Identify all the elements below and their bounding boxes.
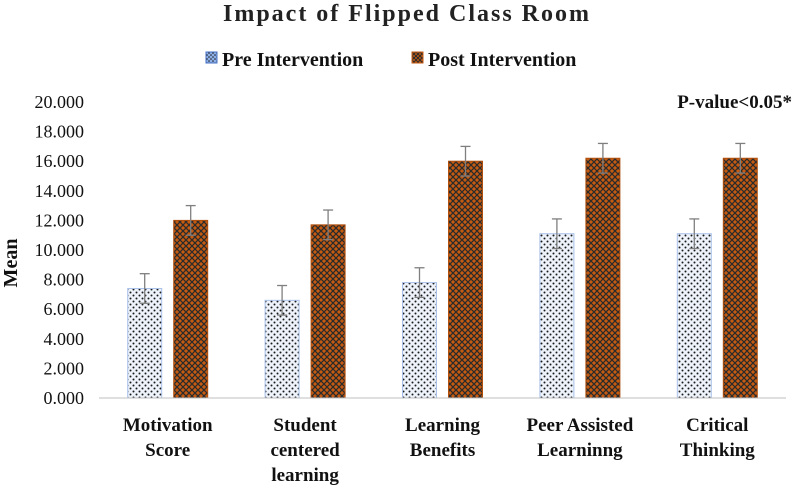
p-value-annotation: P-value<0.05*: [677, 92, 792, 113]
y-tick-label: 8.000: [44, 270, 85, 290]
category-label: learning: [271, 465, 339, 486]
y-axis-ticks: 0.000 2.000 4.000 6.000 8.000 10.000 12.000 14.…: [35, 92, 85, 408]
chart-title: Impact of Flipped Class Room: [223, 1, 591, 27]
legend-swatch-post: [411, 51, 424, 64]
bar-post: [448, 160, 483, 399]
bar-post: [310, 224, 346, 399]
category-label: Score: [145, 440, 190, 461]
bar-pre: [402, 282, 437, 399]
y-tick-label: 10.000: [35, 240, 85, 260]
legend-swatch-pre: [205, 51, 218, 64]
bar-pre: [539, 233, 575, 399]
bar-post: [173, 219, 209, 399]
y-tick-label: 14.000: [35, 181, 85, 201]
y-tick-label: 18.000: [35, 122, 85, 142]
y-tick-label: 16.000: [35, 151, 85, 171]
bar-pre: [127, 287, 163, 399]
category-label: Critical: [686, 415, 748, 436]
category-label: Peer Assisted: [527, 415, 634, 436]
bars: [127, 157, 758, 399]
y-tick-label: 20.000: [35, 92, 85, 112]
category-label: Learninng: [537, 440, 623, 461]
bar-post: [722, 157, 758, 399]
legend-label-post: Post Intervention: [428, 49, 576, 71]
category-label: Thinking: [680, 440, 755, 461]
bar-post: [585, 157, 621, 399]
y-tick-label: 12.000: [35, 210, 85, 230]
y-tick-label: 4.000: [44, 329, 85, 349]
legend: Pre Intervention Post Intervention: [205, 49, 576, 71]
y-tick-label: 2.000: [44, 358, 85, 378]
bar-pre: [264, 299, 300, 399]
x-axis-categories: Motivation Score Student centered learning Le…: [123, 415, 755, 486]
category-label: Motivation: [123, 415, 213, 436]
legend-label-pre: Pre Intervention: [222, 49, 363, 71]
category-label: centered: [270, 440, 340, 461]
error-bars: [139, 142, 746, 316]
y-tick-label: 0.000: [44, 388, 85, 408]
y-tick-label: 6.000: [44, 299, 85, 319]
y-axis-label: Mean: [0, 239, 22, 288]
category-label: Benefits: [410, 440, 475, 461]
category-label: Learning: [405, 415, 480, 436]
category-label: Student: [273, 415, 337, 436]
bar-pre: [676, 233, 712, 399]
